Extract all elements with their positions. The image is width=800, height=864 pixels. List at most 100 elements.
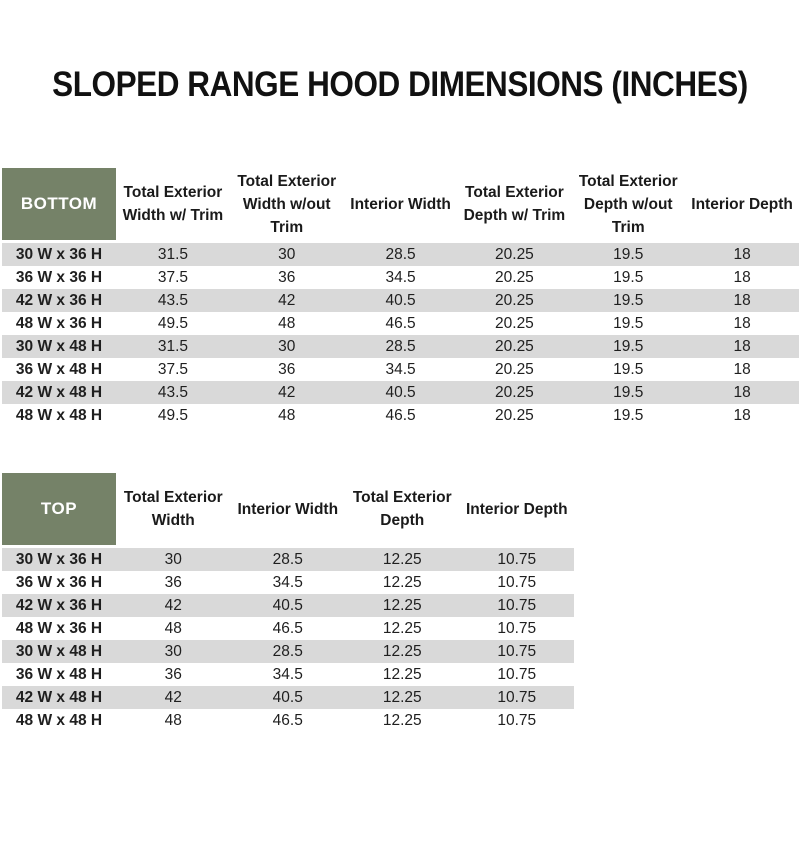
cell-value: 18 xyxy=(733,291,751,309)
row-label: 30 W x 48 H xyxy=(15,642,103,660)
table-row: 36 W x 48 H 36 34.5 12.25 10.75 xyxy=(2,663,574,686)
cell-value: 18 xyxy=(733,406,751,424)
bottom-table-header-row: BOTTOM Total Exterior Width w/ Trim Tota… xyxy=(2,168,799,240)
table-row: 36 W x 36 H 37.5 36 34.5 20.25 19.5 18 xyxy=(2,266,799,289)
cell-value: 40.5 xyxy=(385,291,416,309)
cell-value: 12.25 xyxy=(382,665,422,683)
cell-value: 19.5 xyxy=(613,245,644,263)
cell-value: 37.5 xyxy=(157,360,188,378)
bottom-table-corner-label: BOTTOM xyxy=(2,168,116,240)
cell-value: 42 xyxy=(164,596,182,614)
row-label: 42 W x 48 H xyxy=(15,688,103,706)
bottom-table-rows: 30 W x 36 H 31.5 30 28.5 20.25 19.5 18 3… xyxy=(2,243,799,427)
cell-value: 49.5 xyxy=(157,314,188,332)
row-label: 42 W x 36 H xyxy=(15,596,103,614)
cell-value: 20.25 xyxy=(495,291,534,309)
cell-value: 36 xyxy=(278,360,296,378)
cell-value: 34.5 xyxy=(272,573,303,591)
cell-value: 19.5 xyxy=(613,268,644,286)
cell-value: 40.5 xyxy=(385,383,416,401)
row-label: 36 W x 36 H xyxy=(15,573,103,591)
cell-value: 10.75 xyxy=(497,596,537,614)
cell-value: 12.25 xyxy=(382,619,422,637)
cell-value: 19.5 xyxy=(613,360,644,378)
bottom-dimensions-table: BOTTOM Total Exterior Width w/ Trim Tota… xyxy=(2,168,799,427)
table-row: 48 W x 48 H 48 46.5 12.25 10.75 xyxy=(2,709,574,732)
row-label: 48 W x 36 H xyxy=(15,314,103,332)
cell-value: 42 xyxy=(164,688,182,706)
cell-value: 12.25 xyxy=(382,642,422,660)
cell-value: 18 xyxy=(733,360,751,378)
cell-value: 48 xyxy=(164,619,182,637)
cell-value: 30 xyxy=(164,642,182,660)
cell-value: 19.5 xyxy=(613,291,644,309)
cell-value: 12.25 xyxy=(382,550,422,568)
cell-value: 34.5 xyxy=(272,665,303,683)
column-header-interior-depth: Interior Depth xyxy=(465,500,568,518)
cell-value: 31.5 xyxy=(157,245,188,263)
row-label: 30 W x 36 H xyxy=(15,550,103,568)
cell-value: 34.5 xyxy=(385,268,416,286)
cell-value: 12.25 xyxy=(382,711,422,729)
cell-value: 19.5 xyxy=(613,314,644,332)
cell-value: 10.75 xyxy=(497,665,537,683)
cell-value: 10.75 xyxy=(497,711,537,729)
table-row: 30 W x 48 H 31.5 30 28.5 20.25 19.5 18 xyxy=(2,335,799,358)
cell-value: 18 xyxy=(733,337,751,355)
cell-value: 46.5 xyxy=(272,619,303,637)
table-row: 42 W x 48 H 42 40.5 12.25 10.75 xyxy=(2,686,574,709)
cell-value: 43.5 xyxy=(157,383,188,401)
cell-value: 28.5 xyxy=(385,245,416,263)
column-header-total-exterior-depth-with-trim: Total Exterior Depth w/ Trim xyxy=(463,184,566,224)
cell-value: 42 xyxy=(278,383,296,401)
cell-value: 20.25 xyxy=(495,245,534,263)
row-label: 36 W x 36 H xyxy=(15,268,103,286)
table-row: 30 W x 36 H 31.5 30 28.5 20.25 19.5 18 xyxy=(2,243,799,266)
cell-value: 36 xyxy=(278,268,296,286)
cell-value: 28.5 xyxy=(272,550,303,568)
table-row: 42 W x 36 H 42 40.5 12.25 10.75 xyxy=(2,594,574,617)
cell-value: 19.5 xyxy=(613,406,644,424)
table-row: 30 W x 48 H 30 28.5 12.25 10.75 xyxy=(2,640,574,663)
page-title: SLOPED RANGE HOOD DIMENSIONS (INCHES) xyxy=(52,65,748,104)
column-header-total-exterior-width-with-trim: Total Exterior Width w/ Trim xyxy=(122,184,224,224)
row-label: 42 W x 36 H xyxy=(15,291,103,309)
cell-value: 10.75 xyxy=(497,688,537,706)
cell-value: 19.5 xyxy=(613,383,644,401)
cell-value: 30 xyxy=(164,550,182,568)
cell-value: 28.5 xyxy=(272,642,303,660)
table-row: 30 W x 36 H 30 28.5 12.25 10.75 xyxy=(2,548,574,571)
cell-value: 12.25 xyxy=(382,573,422,591)
cell-value: 18 xyxy=(733,245,751,263)
cell-value: 10.75 xyxy=(497,642,537,660)
cell-value: 37.5 xyxy=(157,268,188,286)
cell-value: 36 xyxy=(164,573,182,591)
table-row: 48 W x 36 H 49.5 48 46.5 20.25 19.5 18 xyxy=(2,312,799,335)
top-table-header-row: TOP Total Exterior Width Interior Width … xyxy=(2,473,574,545)
column-header-interior-depth: Interior Depth xyxy=(691,195,793,213)
cell-value: 46.5 xyxy=(385,406,416,424)
cell-value: 20.25 xyxy=(495,383,534,401)
cell-value: 46.5 xyxy=(385,314,416,332)
row-label: 30 W x 36 H xyxy=(15,245,103,263)
column-header-total-exterior-width: Total Exterior Width xyxy=(123,489,223,529)
column-header-total-exterior-width-without-trim: Total Exterior Width w/out Trim xyxy=(237,172,337,236)
cell-value: 40.5 xyxy=(272,596,303,614)
row-label: 30 W x 48 H xyxy=(15,337,103,355)
cell-value: 43.5 xyxy=(157,291,188,309)
table-row: 36 W x 36 H 36 34.5 12.25 10.75 xyxy=(2,571,574,594)
table-row: 42 W x 48 H 43.5 42 40.5 20.25 19.5 18 xyxy=(2,381,799,404)
cell-value: 42 xyxy=(278,291,296,309)
cell-value: 46.5 xyxy=(272,711,303,729)
cell-value: 48 xyxy=(278,314,296,332)
cell-value: 12.25 xyxy=(382,596,422,614)
cell-value: 10.75 xyxy=(497,619,537,637)
cell-value: 30 xyxy=(278,337,296,355)
cell-value: 12.25 xyxy=(382,688,422,706)
table-row: 36 W x 48 H 37.5 36 34.5 20.25 19.5 18 xyxy=(2,358,799,381)
cell-value: 10.75 xyxy=(497,550,537,568)
row-label: 48 W x 48 H xyxy=(15,406,103,424)
cell-value: 20.25 xyxy=(495,360,534,378)
cell-value: 49.5 xyxy=(157,406,188,424)
cell-value: 20.25 xyxy=(495,337,534,355)
